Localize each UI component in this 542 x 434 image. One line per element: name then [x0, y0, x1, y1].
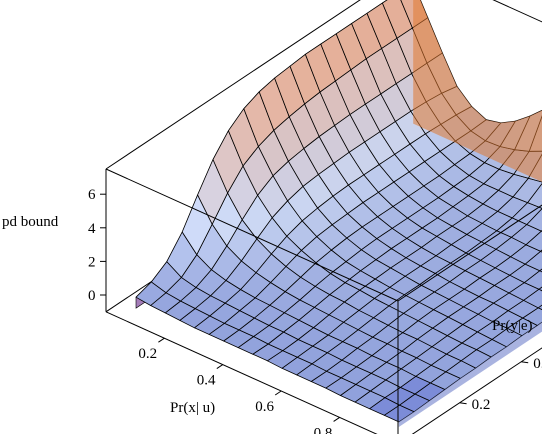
z-tick-label: 4: [88, 221, 96, 237]
surface-wall-right: [413, 0, 542, 182]
box-front-edge-6: [397, 204, 542, 302]
axis-ticks: [100, 193, 529, 422]
x-tick-mark: [333, 416, 340, 422]
x-tick-label: 0.8: [314, 425, 333, 434]
y-tick-label: 0.4: [533, 356, 542, 372]
z-axis-title: pd bound: [2, 214, 59, 230]
y-tick-label: 0.2: [472, 397, 491, 413]
x-tick-label: 0.6: [255, 399, 274, 415]
z-tick-label: 6: [88, 187, 96, 203]
axis-tick-labels: 0.20.40.60.80.20.40.60.80246: [88, 187, 542, 434]
x-tick-label: 0.2: [138, 346, 157, 362]
x-tick-mark: [274, 390, 282, 396]
x-tick-mark: [158, 337, 165, 343]
z-tick-label: 2: [88, 254, 96, 270]
y-tick-mark: [459, 402, 467, 405]
box-front-edge-5: [105, 168, 399, 302]
box-front-edge-0: [105, 311, 378, 434]
y-axis-title: Pr(y|e): [492, 318, 533, 334]
z-tick-label: 0: [88, 288, 96, 304]
y-tick-mark: [521, 361, 529, 364]
box-front-edge-1: [411, 347, 542, 434]
x-tick-mark: [216, 364, 224, 370]
box-back-edge-2: [105, 0, 361, 170]
surface-mesh: [135, 0, 542, 427]
x-axis-title: Pr(x| u): [170, 400, 215, 416]
bounding-box-front: [105, 168, 542, 434]
surface-wall-front: [398, 322, 542, 427]
x-tick-label: 0.4: [197, 373, 216, 389]
